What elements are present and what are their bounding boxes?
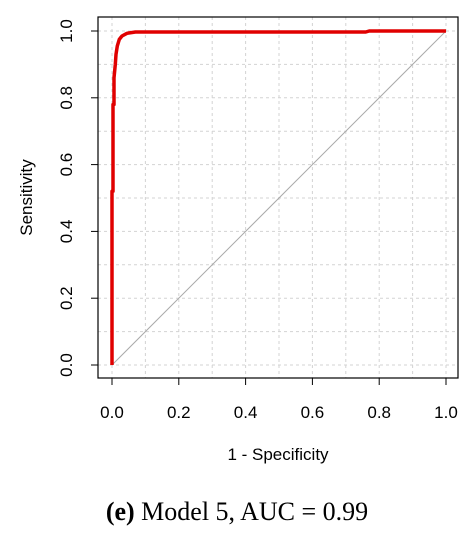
x-tick-label: 0.2: [167, 403, 191, 422]
y-tick-label: 0.6: [57, 153, 76, 177]
roc-chart: 0.0 0.2 0.4 0.6 0.8 1.0 0.0 0.2 0.4 0.6 0.8 1.0 1 …: [17, 16, 459, 464]
caption-text: Model 5, AUC = 0.99: [141, 497, 369, 526]
y-tick-label: 1.0: [57, 19, 76, 43]
y-tick-label: 0.4: [57, 220, 76, 244]
x-tick-label: 0.0: [100, 403, 124, 422]
x-axis: 0.0 0.2 0.4 0.6 0.8 1.0: [100, 378, 458, 422]
caption-label: (e): [105, 497, 135, 526]
x-tick-label: 0.6: [301, 403, 325, 422]
x-tick-label: 0.4: [234, 403, 258, 422]
x-tick-label: 1.0: [434, 403, 458, 422]
y-tick-label: 0.0: [57, 353, 76, 377]
y-tick-label: 0.8: [57, 86, 76, 110]
roc-curve-line: [110, 29, 446, 365]
y-tick-label: 0.2: [57, 286, 76, 310]
plot-frame: [97, 16, 459, 379]
x-tick-label: 0.8: [367, 403, 391, 422]
y-axis-title: Sensitivity: [17, 159, 36, 236]
y-axis: 0.0 0.2 0.4 0.6 0.8 1.0: [57, 19, 98, 377]
figure-caption: (e) Model 5, AUC = 0.99: [0, 497, 474, 527]
reference-diagonal-line: [111, 30, 447, 366]
x-axis-title: 1 - Specificity: [227, 445, 329, 464]
grid: [98, 17, 458, 378]
